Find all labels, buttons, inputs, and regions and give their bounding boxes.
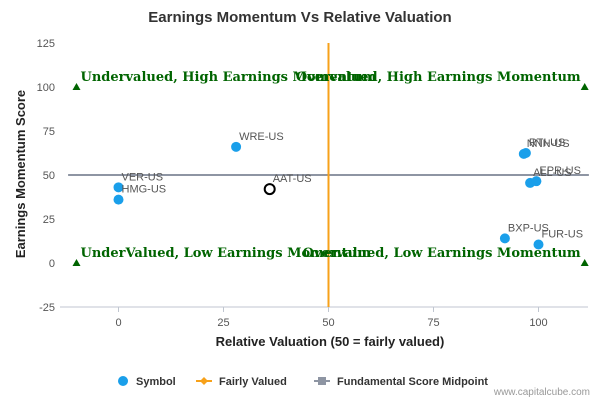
data-point-label: EPR-US — [539, 165, 581, 177]
x-tick-label: 25 — [217, 317, 229, 329]
legend-fairly-valued-label[interactable]: Fairly Valued — [219, 376, 287, 388]
data-point[interactable] — [520, 148, 531, 158]
credit-text: www.capitalcube.com — [493, 387, 590, 398]
y-axis-title: Earnings Momentum Score — [13, 90, 28, 258]
x-tick-label: 100 — [529, 317, 547, 329]
quadrant-marker — [580, 259, 589, 266]
reference-lines — [68, 43, 589, 307]
y-tick-label: 50 — [43, 170, 55, 182]
quadrant-label: UnderValued, Low Earnings Momentum — [81, 246, 372, 261]
x-axis: 0 25 50 75 100 — [115, 307, 548, 329]
legend-symbol-marker — [118, 376, 128, 386]
data-point-label: RTI-US — [529, 137, 565, 149]
y-tick-label: -25 — [39, 302, 55, 314]
chart-title: Earnings Momentum Vs Relative Valuation — [148, 9, 451, 26]
data-point-label: FUR-US — [542, 229, 584, 241]
data-point[interactable] — [533, 239, 544, 250]
legend-midpoint-label[interactable]: Fundamental Score Midpoint — [337, 376, 488, 388]
data-point-label: WRE-US — [239, 131, 284, 143]
y-tick-label: 100 — [37, 82, 55, 94]
y-tick-label: 125 — [37, 38, 55, 50]
data-point-label: VER-US — [122, 171, 164, 183]
quadrant-marker — [580, 83, 589, 90]
data-point-label: BXP-US — [508, 222, 549, 234]
legend-fairly-valued-marker — [200, 377, 208, 385]
data-point-label: ALL-US — [533, 167, 572, 179]
quadrant-marker — [72, 83, 81, 90]
x-tick-label: 0 — [115, 317, 121, 329]
data-point[interactable] — [113, 194, 124, 205]
quadrant-marker — [72, 259, 81, 266]
data-point[interactable] — [113, 182, 124, 193]
y-tick-label: 75 — [43, 126, 55, 138]
y-axis: -25 0 25 50 75 100 125 — [37, 38, 55, 314]
quadrant-labels: Undervalued, High Earnings MomentumOverv… — [72, 70, 589, 266]
data-point-label: HMG-US — [122, 184, 167, 196]
legend-symbol-label[interactable]: Symbol — [136, 376, 176, 388]
quadrant-label: Overvalued, High Earnings Momentum — [296, 70, 581, 85]
data-point[interactable] — [531, 176, 542, 187]
x-axis-title: Relative Valuation (50 = fairly valued) — [216, 334, 445, 349]
data-point[interactable] — [231, 141, 242, 152]
legend-midpoint-marker — [318, 377, 326, 385]
x-tick-label: 50 — [322, 317, 334, 329]
quadrant-label: Overvalued, Low Earnings Momentum — [303, 246, 581, 261]
y-tick-label: 0 — [49, 258, 55, 270]
quadrant-label: Undervalued, High Earnings Momentum — [81, 70, 377, 85]
x-tick-label: 75 — [427, 317, 439, 329]
data-point-label: NNN-US — [527, 138, 570, 150]
data-point[interactable] — [499, 233, 510, 244]
data-point-highlight[interactable] — [263, 183, 276, 196]
legend[interactable]: Symbol Fairly Valued Fundamental Score Mid… — [118, 376, 488, 388]
y-tick-label: 25 — [43, 214, 55, 226]
data-point-label: AAT-US — [273, 173, 312, 185]
